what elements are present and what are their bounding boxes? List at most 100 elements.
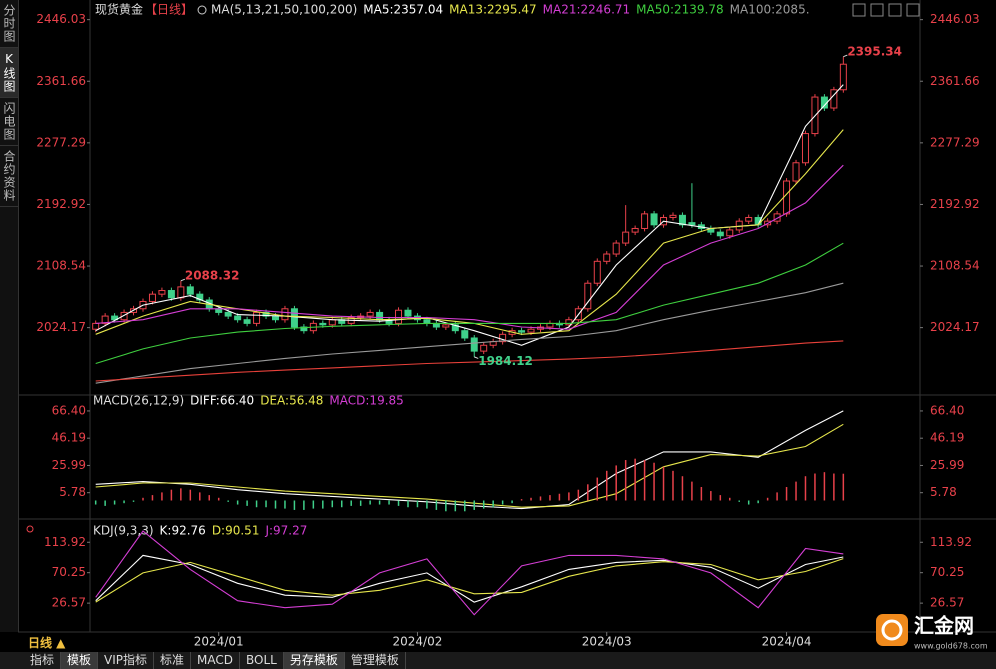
series-line (95, 242, 844, 365)
macd-bar (795, 481, 797, 501)
macd-bar (681, 476, 684, 501)
macd-bar (464, 500, 466, 512)
macd-bar (265, 500, 267, 508)
x-tick-label: 2024/01 (194, 635, 244, 649)
side-tab[interactable]: 合约资料 (0, 146, 18, 207)
y-tick-label: 70.25 (930, 565, 964, 579)
macd-bar (492, 500, 494, 508)
candle-body (631, 227, 639, 233)
macd-bar (293, 500, 296, 510)
y-tick-label: 2446.03 (930, 12, 980, 26)
tab[interactable]: 另存模板 (283, 652, 345, 669)
side-tab[interactable]: 闪电图 (0, 98, 18, 146)
side-tab[interactable]: K线图 (0, 48, 18, 98)
tab[interactable]: BOLL (240, 652, 284, 669)
macd-bar (549, 495, 551, 501)
y-tick-label: 2108.54 (36, 259, 86, 273)
icon[interactable] (870, 3, 884, 17)
icon[interactable] (888, 3, 902, 17)
candle-body (262, 311, 270, 317)
legend-entry: MACD:19.85 (329, 394, 403, 408)
macd-bar (804, 476, 807, 501)
x-tick-label: 2024/03 (582, 635, 632, 649)
candle-body (395, 309, 403, 324)
y-tick-label: 66.40 (52, 403, 86, 417)
kdj-icon[interactable] (26, 525, 34, 533)
y-tick-label: 46.19 (52, 431, 86, 445)
macd-bar (747, 500, 750, 505)
series-line (95, 554, 844, 603)
macd-bar (634, 458, 636, 501)
macd-bar (322, 500, 324, 509)
tab[interactable]: MACD (191, 652, 241, 669)
macd-bar (757, 500, 759, 504)
candle-body (839, 63, 847, 91)
legend-entry: D:90.51 (212, 524, 260, 538)
marker (474, 356, 479, 359)
macd-bar (180, 488, 182, 501)
macd-bar (577, 489, 580, 501)
y-tick-label: 26.57 (52, 596, 86, 610)
logo-icon (876, 614, 908, 646)
macd-bar (558, 493, 561, 501)
macd-bar (729, 497, 731, 501)
candle-body (177, 286, 185, 299)
macd-bar (776, 492, 778, 501)
macd-bar (605, 470, 608, 501)
y-tick-label: 25.99 (930, 458, 964, 472)
y-tick-label: 2192.92 (36, 197, 86, 211)
macd-bar (142, 497, 144, 501)
macd-bar (274, 500, 277, 509)
candle-body (527, 328, 535, 333)
tab[interactable]: 标准 (154, 652, 192, 669)
panel-title: MACD(26,12,9) (93, 394, 184, 408)
macd-bar (359, 500, 362, 506)
legend-entry: MA100:2085. (730, 3, 810, 17)
candle-body (461, 330, 469, 339)
candle-body (735, 220, 743, 231)
candle-body (745, 217, 753, 222)
candle-body (253, 311, 261, 324)
series-line (95, 558, 844, 603)
candle-body (442, 324, 450, 328)
icon[interactable] (906, 3, 920, 17)
candle-body (641, 213, 649, 229)
side-tab[interactable]: 分时图 (0, 0, 18, 48)
y-tick-label: 70.25 (52, 565, 86, 579)
tab[interactable]: 模板 (61, 652, 99, 669)
icon[interactable] (852, 3, 866, 17)
macd-bar (624, 460, 627, 501)
macd-bar (587, 484, 589, 501)
candle-body (376, 311, 384, 321)
macd-bar (426, 500, 428, 509)
settings-icon (197, 5, 207, 15)
y-tick-label: 2192.92 (930, 197, 980, 211)
macd-bar (738, 500, 740, 502)
macd-bar (823, 472, 826, 501)
period-selector[interactable]: 日线 ▲ (28, 636, 66, 650)
tab[interactable]: 管理模板 (345, 652, 406, 669)
candle-body (773, 213, 781, 222)
y-tick-label: 26.57 (930, 596, 964, 610)
macd-bar (236, 500, 239, 505)
macd-bar (710, 491, 712, 501)
macd-bar (189, 489, 192, 501)
y-tick-label: 2277.29 (36, 135, 86, 149)
macd-bar (672, 470, 674, 501)
macd-bar (785, 487, 788, 501)
candle-body (518, 330, 526, 333)
y-tick-label: 46.19 (930, 431, 964, 445)
symbol: 现货黄金 (95, 2, 143, 17)
candle-body (451, 324, 459, 332)
extreme-label: 2088.32 (185, 269, 240, 283)
candle-body (650, 213, 658, 226)
macd-bar (303, 500, 305, 510)
macd-bar (568, 492, 570, 501)
y-tick-label: 25.99 (52, 458, 86, 472)
tab[interactable]: 指标 (24, 652, 62, 669)
y-tick-label: 2108.54 (930, 259, 980, 273)
tab[interactable]: VIP指标 (98, 652, 155, 669)
macd-bar (520, 499, 523, 501)
